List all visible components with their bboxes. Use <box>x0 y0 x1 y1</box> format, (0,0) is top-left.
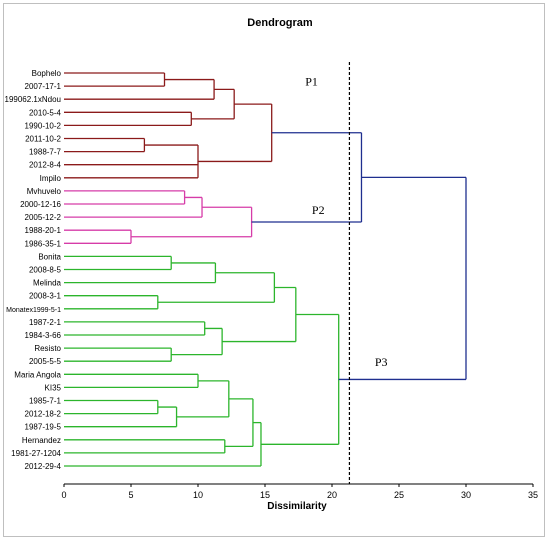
x-axis-label: Dissimilarity <box>267 501 327 512</box>
leaf-label: Impilo <box>40 174 62 183</box>
leaf-label: 2005-5-5 <box>29 357 62 366</box>
leaf-label: Hernandez <box>22 436 61 445</box>
leaf-label: 1987-19-5 <box>25 423 62 432</box>
leaf-label: 2005-12-2 <box>25 213 62 222</box>
dendrogram-links <box>64 62 467 484</box>
leaf-label: 2012-29-4 <box>25 462 62 471</box>
x-tick-label: 30 <box>461 490 471 500</box>
cluster-label: P1 <box>305 74 318 88</box>
cluster-labels: P1 P2 P3 <box>305 74 387 368</box>
leaf-label: 1990-10-2 <box>25 121 62 130</box>
x-tick-label: 35 <box>528 490 538 500</box>
leaf-label: 2000-12-16 <box>20 200 61 209</box>
x-tick-label: 15 <box>260 490 270 500</box>
leaf-label: Maria Angola <box>14 370 61 379</box>
leaf-label: 2012-8-4 <box>29 161 62 170</box>
leaf-label: KI35 <box>45 383 62 392</box>
leaf-label: 1985-7-1 <box>29 397 62 406</box>
leaf-label: 1987-2-1 <box>29 318 62 327</box>
x-tick-label: 0 <box>61 490 66 500</box>
leaf-label: Bonita <box>38 252 61 261</box>
leaf-label: Bophelo <box>32 69 62 78</box>
leaf-label: Mvhuvelo <box>27 187 62 196</box>
x-tick-label: 20 <box>327 490 337 500</box>
dendrogram-chart: Dendrogram 0 5 10 15 20 25 30 35 Bophelo 2007-17… <box>5 17 539 512</box>
leaf-label: 199062.1xNdou <box>5 95 62 104</box>
leaf-label: 2012-18-2 <box>25 410 62 419</box>
leaf-label: 1984-3-66 <box>25 331 62 340</box>
x-tick-label: 5 <box>128 490 133 500</box>
leaf-label: 2007-17-1 <box>25 82 62 91</box>
leaf-label: Resisto <box>34 344 61 353</box>
leaf-label: 1986-35-1 <box>25 239 62 248</box>
chart-frame: Dendrogram 0 5 10 15 20 25 30 35 Bophelo 2007-17… <box>3 3 545 537</box>
leaf-label: 1988-20-1 <box>25 226 62 235</box>
leaf-label: 1981-27-1204 <box>11 449 61 458</box>
leaf-label: 2010-5-4 <box>29 108 62 117</box>
x-tick-label: 25 <box>394 490 404 500</box>
leaf-label: 1988-7-7 <box>29 148 62 157</box>
leaf-label: Melinda <box>33 279 62 288</box>
chart-title: Dendrogram <box>247 17 313 29</box>
leaf-labels: Bophelo 2007-17-1 199062.1xNdou 2010-5-4 199… <box>5 69 62 471</box>
x-axis: 0 5 10 15 20 25 30 35 <box>61 483 538 500</box>
x-tick-label: 10 <box>193 490 203 500</box>
cluster-label: P3 <box>375 355 388 369</box>
cluster-label: P2 <box>312 203 325 217</box>
leaf-label: 2011-10-2 <box>25 135 61 144</box>
leaf-label: Monatex1999-5-1 <box>6 307 61 314</box>
leaf-label: 2008-3-1 <box>29 292 62 301</box>
leaf-label: 2008-8-5 <box>29 266 62 275</box>
